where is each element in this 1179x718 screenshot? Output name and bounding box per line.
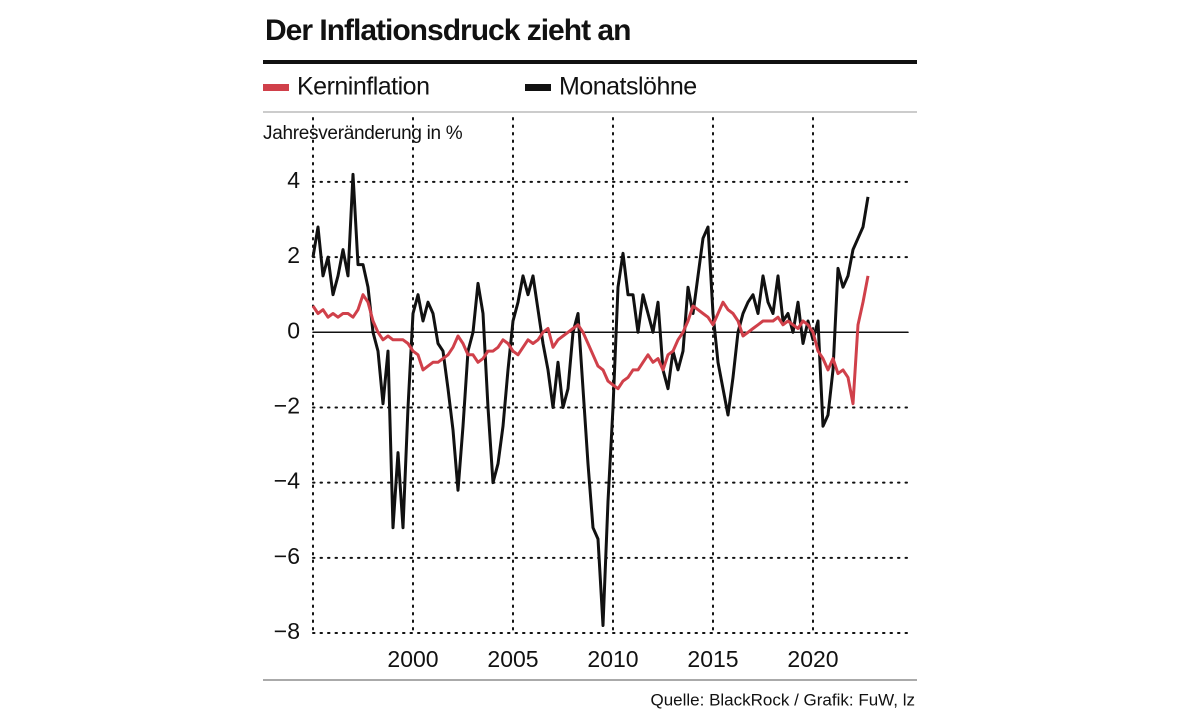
- legend-swatch: [525, 84, 551, 91]
- line-series: [311, 275, 870, 406]
- legend-swatch: [263, 84, 289, 91]
- y-tick-label: −4: [274, 468, 300, 494]
- legend-label: Monatslöhne: [559, 73, 697, 101]
- x-tick-label: 2005: [487, 646, 538, 672]
- source: Quelle: BlackRock / Grafik: FuW, lz: [650, 690, 915, 709]
- x-tick-label: 2020: [787, 646, 838, 672]
- chart-title: Der Inflationsdruck zieht an: [265, 14, 630, 47]
- x-tick-label: 2015: [687, 646, 738, 672]
- y-axis-label: Jahresveränderung in %: [263, 123, 463, 144]
- y-tick-label: 2: [287, 242, 300, 268]
- y-tick-label: −2: [274, 393, 300, 419]
- y-tick-label: −6: [274, 543, 300, 569]
- x-tick-label: 2000: [387, 646, 438, 672]
- y-tick-label: 4: [287, 167, 300, 193]
- legend-label: Kerninflation: [297, 73, 429, 101]
- y-tick-label: −8: [274, 618, 300, 644]
- y-tick-label: 0: [287, 317, 300, 343]
- line-series: [311, 172, 870, 627]
- x-tick-label: 2010: [587, 646, 638, 672]
